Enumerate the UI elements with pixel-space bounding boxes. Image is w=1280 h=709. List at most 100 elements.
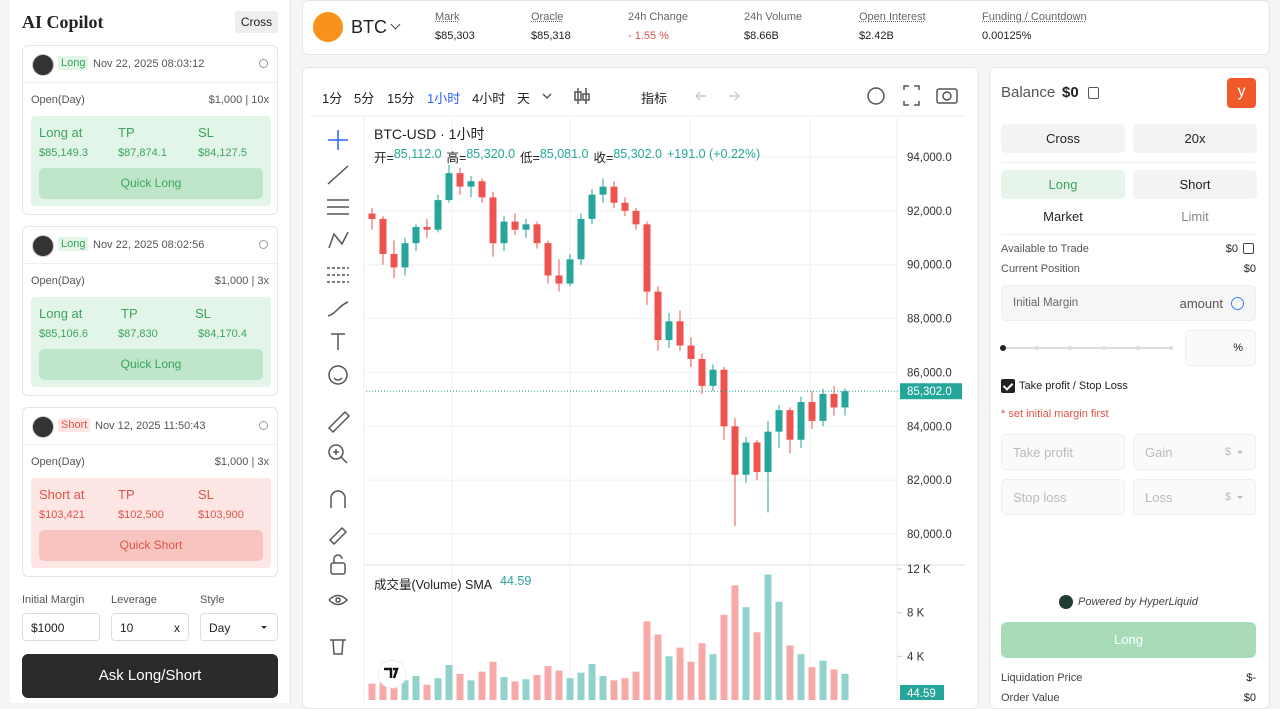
indicators[interactable]: 指标 (641, 91, 668, 106)
interval[interactable]: 1分 (322, 91, 343, 106)
percent-unit: % (1233, 342, 1243, 354)
margin-placeholder: amount (1179, 296, 1223, 311)
slider-dot[interactable] (1068, 346, 1072, 350)
candle-body (775, 410, 783, 432)
balance: $0 (1062, 84, 1079, 101)
volume-bar (654, 634, 662, 700)
leverage-label: Leverage (111, 594, 157, 606)
volume-bar (588, 663, 596, 700)
candle-body (764, 431, 772, 473)
candle-body (445, 173, 453, 201)
volume-bar (423, 684, 431, 700)
interval[interactable]: 15分 (387, 91, 415, 106)
leverage-input[interactable]: 10 x (111, 613, 189, 641)
order-type[interactable]: Market (1043, 209, 1083, 224)
tp-label: TP (118, 487, 135, 502)
volume-bar (368, 683, 376, 700)
pin-icon (259, 421, 268, 430)
quick-action[interactable]: Quick Short (39, 530, 263, 561)
slider-dot[interactable] (1136, 346, 1140, 350)
currency: $ (1224, 491, 1231, 503)
volume-bar (555, 670, 563, 700)
available: $0 (1225, 243, 1238, 255)
position: $0 (1243, 263, 1256, 275)
checkbox[interactable] (1001, 379, 1015, 393)
open-label: Open(Day) (31, 275, 85, 287)
available-label: Available to Trade (1001, 243, 1089, 255)
candle-body (577, 218, 585, 260)
interval[interactable]: 5分 (354, 91, 375, 106)
coin-icon (1231, 297, 1244, 310)
volume-bar (632, 671, 640, 700)
volume-tick-label: 12 K (907, 564, 931, 576)
position-label: Current Position (1001, 263, 1080, 275)
side[interactable]: Long (1001, 170, 1125, 199)
margin-input[interactable]: $1000 (22, 613, 100, 641)
volume-sma: 44.59 (500, 574, 532, 588)
tpsl-label: Take profit / Stop Loss (1019, 380, 1128, 392)
drawing-tools[interactable] (327, 85, 958, 655)
signal-box: Short at $103,421 TP $102,500 SL $103,900 Quic… (31, 478, 271, 568)
side[interactable]: Short (1133, 170, 1257, 199)
submit[interactable]: Long (1001, 622, 1256, 658)
avatar (32, 235, 54, 257)
ask-button[interactable]: Ask Long/Short (22, 654, 278, 698)
tp-input[interactable]: Take profit (1001, 434, 1125, 470)
quick-action[interactable]: Quick Long (39, 349, 263, 380)
candle-body (456, 173, 464, 187)
y-tick-label: 94,000.0 (907, 152, 952, 164)
gain-select[interactable]: Gain $ (1133, 434, 1256, 470)
powered: Powered by HyperLiquid (1078, 596, 1198, 608)
candle-body (423, 227, 431, 230)
signal-time: Nov 22, 2025 08:02:56 (93, 239, 205, 251)
chart-canvas: 80,000.0 82,000.0 84,000.0 86,000.0 88,000.0… (310, 85, 965, 703)
slider-dot[interactable] (1035, 346, 1039, 350)
volume-bar (533, 674, 541, 700)
candle-body (632, 210, 640, 225)
order: $0 (1243, 692, 1256, 704)
volume-bar (478, 671, 486, 700)
interval[interactable]: 4小时 (472, 91, 506, 106)
tp-label: TP (121, 306, 138, 321)
margin-input[interactable]: Initial Margin amount (1001, 285, 1256, 321)
candle-body (478, 181, 486, 198)
slider-dot[interactable] (1102, 346, 1106, 350)
signal-box: Long at $85,149.3 TP $87,874.1 SL $84,127.5 Qu… (31, 116, 271, 206)
interval[interactable]: 1小时 (427, 91, 461, 106)
volume-bar (621, 678, 629, 700)
quick-action[interactable]: Quick Long (39, 168, 263, 199)
ohlc-value: 85,320.0 (466, 147, 516, 161)
balance-icon (1088, 87, 1099, 99)
slider-dot[interactable] (1000, 345, 1006, 351)
slider-dot[interactable] (1169, 346, 1173, 350)
btc-icon (313, 12, 343, 42)
interval[interactable]: 天 (517, 91, 531, 106)
loss-select[interactable]: Loss $ (1133, 479, 1256, 515)
size: $1,000 | 3x (214, 456, 269, 468)
volume-bar (830, 669, 838, 700)
signal-card: Long Nov 22, 2025 08:02:56 Open(Day) $1,000… (22, 226, 278, 396)
ohlc-label: 低= (520, 151, 540, 165)
tv-mark (384, 667, 399, 679)
candle-body (665, 321, 673, 341)
candle-body (830, 393, 838, 408)
leverage[interactable]: 20x (1133, 124, 1257, 153)
tp-value: $87,874.1 (118, 147, 167, 159)
volume-bar (401, 680, 409, 700)
style-select[interactable]: Day (200, 613, 278, 641)
candle-body (698, 358, 706, 386)
stat-value: $85,318 (531, 30, 571, 42)
percent-input[interactable]: % (1185, 330, 1256, 366)
margin-mode[interactable]: Cross (1001, 124, 1125, 153)
candle-body (379, 218, 387, 254)
candle-body (566, 259, 574, 284)
stat-label: Oracle (531, 11, 564, 23)
avatar-badge[interactable]: y (1227, 78, 1256, 108)
margin-mode[interactable]: Cross (235, 11, 278, 33)
avatar (32, 416, 54, 438)
symbol[interactable]: BTC (351, 17, 387, 37)
order-type[interactable]: Limit (1181, 209, 1209, 224)
sl-value: $84,127.5 (198, 147, 247, 159)
volume-bar (610, 680, 618, 700)
sl-input[interactable]: Stop loss (1001, 479, 1125, 515)
